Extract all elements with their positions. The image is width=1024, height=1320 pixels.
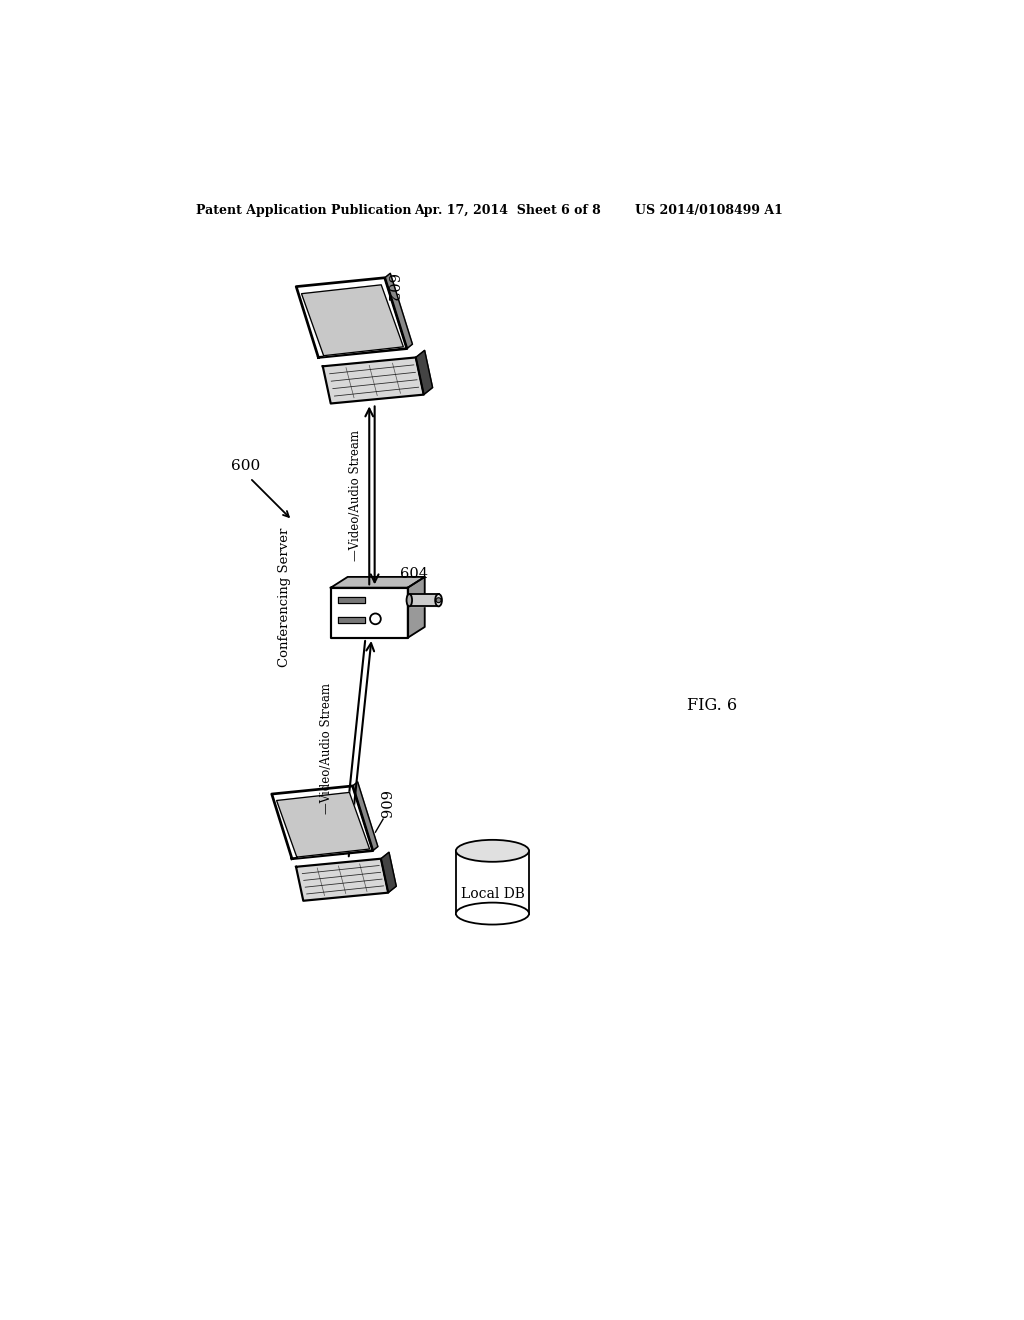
Ellipse shape bbox=[456, 840, 529, 862]
Ellipse shape bbox=[456, 903, 529, 924]
Text: Conferencing Server: Conferencing Server bbox=[279, 528, 291, 667]
Ellipse shape bbox=[435, 594, 442, 606]
Polygon shape bbox=[381, 853, 396, 892]
Text: US 2014/0108499 A1: US 2014/0108499 A1 bbox=[635, 205, 782, 218]
Polygon shape bbox=[331, 587, 408, 638]
Text: —Video/Audio Stream: —Video/Audio Stream bbox=[321, 684, 334, 814]
Polygon shape bbox=[271, 785, 373, 859]
Polygon shape bbox=[339, 597, 366, 603]
Polygon shape bbox=[339, 618, 366, 623]
Text: 602: 602 bbox=[384, 273, 397, 302]
Text: FIG. 6: FIG. 6 bbox=[687, 697, 737, 714]
Text: Apr. 17, 2014  Sheet 6 of 8: Apr. 17, 2014 Sheet 6 of 8 bbox=[414, 205, 601, 218]
Circle shape bbox=[436, 598, 441, 603]
Text: —Video/Audio Stream: —Video/Audio Stream bbox=[349, 430, 361, 561]
Text: Local DB: Local DB bbox=[461, 887, 524, 900]
Polygon shape bbox=[352, 781, 378, 850]
Polygon shape bbox=[296, 277, 407, 358]
Polygon shape bbox=[408, 577, 425, 638]
Text: Patent Application Publication: Patent Application Publication bbox=[196, 205, 412, 218]
Text: 604: 604 bbox=[400, 568, 428, 581]
Polygon shape bbox=[323, 358, 424, 404]
Polygon shape bbox=[296, 859, 388, 900]
Circle shape bbox=[370, 614, 381, 624]
Polygon shape bbox=[410, 594, 438, 606]
Text: 606: 606 bbox=[376, 791, 390, 820]
Polygon shape bbox=[301, 285, 403, 355]
Polygon shape bbox=[276, 792, 370, 857]
Ellipse shape bbox=[407, 594, 412, 606]
Text: 600: 600 bbox=[230, 459, 260, 474]
Polygon shape bbox=[456, 851, 529, 913]
Polygon shape bbox=[416, 350, 432, 395]
Polygon shape bbox=[331, 577, 425, 587]
Polygon shape bbox=[385, 273, 413, 348]
